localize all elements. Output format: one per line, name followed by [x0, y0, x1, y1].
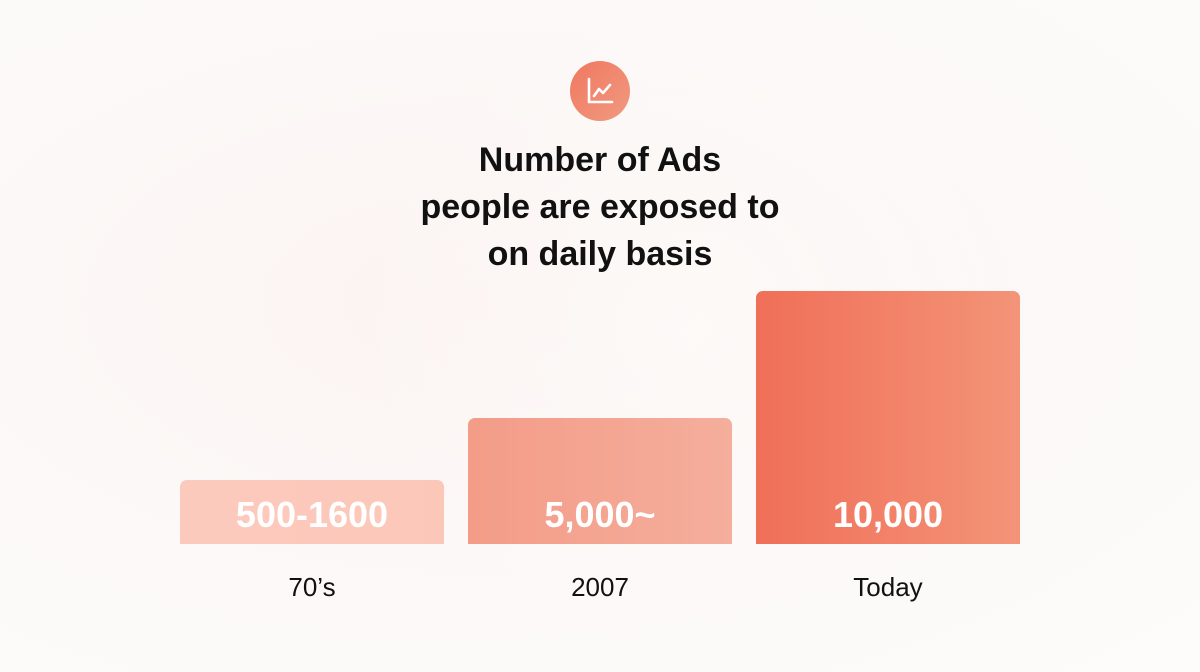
bar-value-label: 5,000~	[544, 494, 656, 535]
category-label: 70’s	[288, 572, 336, 602]
bar-3: 10,000	[756, 291, 1020, 544]
chart-header: Number of Ads people are exposed to on d…	[0, 61, 1200, 278]
chart-title-line-2: people are exposed to	[420, 188, 780, 226]
chart-title-line-3: on daily basis	[487, 235, 713, 273]
bar-1: 500-1600	[180, 480, 444, 544]
bar-value-label: 10,000	[832, 494, 944, 535]
bar-value-label: 500-1600	[235, 494, 389, 535]
chart-title: Number of Ads people are exposed to on d…	[421, 137, 780, 278]
chart-title-line-1: Number of Ads	[478, 141, 722, 179]
bar-2: 5,000~	[468, 417, 732, 544]
category-label: Today	[853, 572, 923, 602]
line-chart-icon	[570, 61, 630, 121]
category-label: 2007	[571, 572, 629, 602]
